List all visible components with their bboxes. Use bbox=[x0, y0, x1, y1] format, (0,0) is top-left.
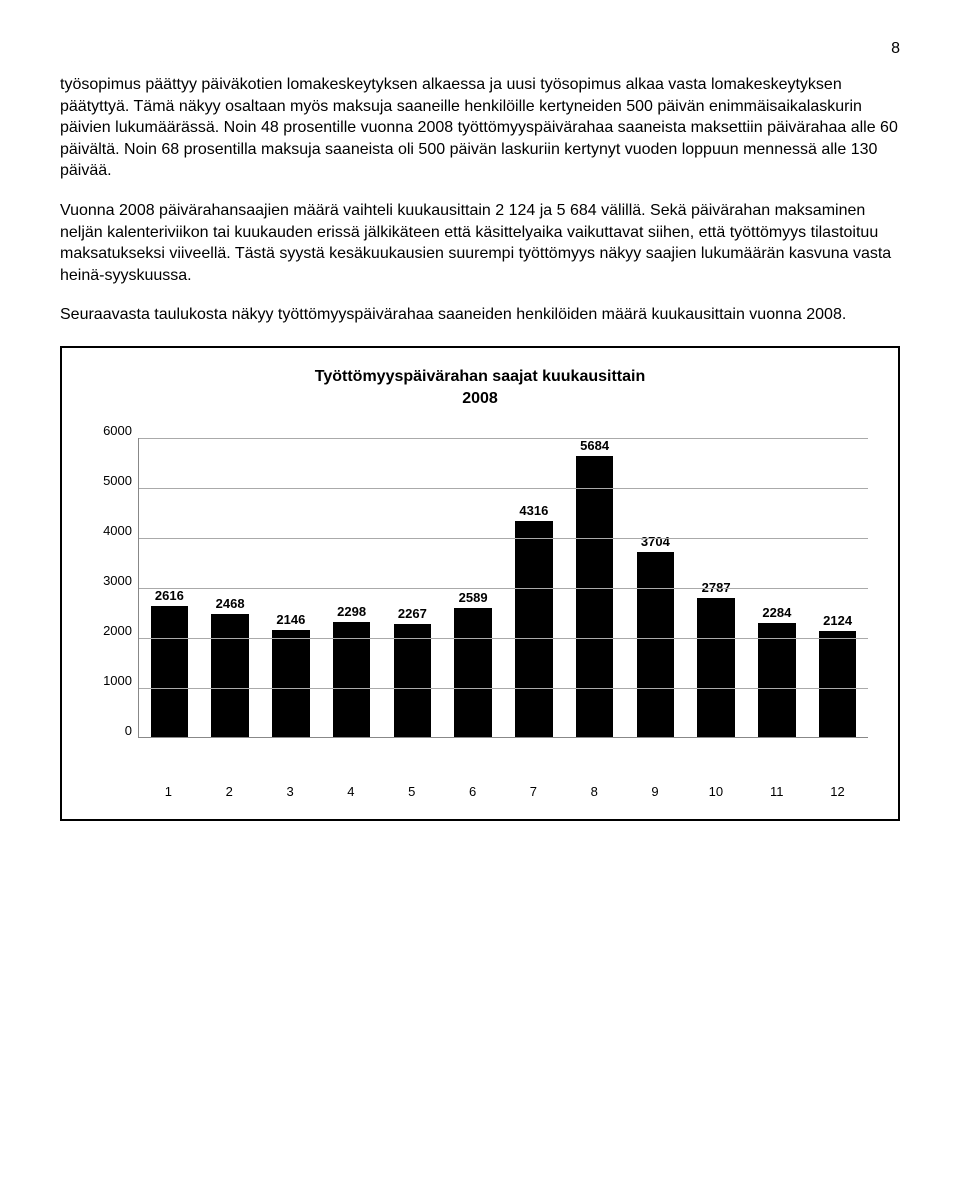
bar-rect bbox=[637, 552, 675, 737]
bar-rect bbox=[454, 608, 492, 737]
bar-rect bbox=[394, 624, 432, 737]
paragraph-2: Vuonna 2008 päivärahansaajien määrä vaih… bbox=[60, 200, 900, 286]
chart-title: Työttömyyspäivärahan saajat kuukausittai… bbox=[92, 368, 868, 386]
gridline bbox=[139, 438, 868, 439]
bar-value-label: 4316 bbox=[519, 503, 548, 518]
bar-rect bbox=[211, 614, 249, 737]
chart-grid: 2616246821462298226725894316568437042787… bbox=[138, 438, 868, 738]
gridline bbox=[139, 638, 868, 639]
bar-rect bbox=[333, 622, 371, 737]
bar-value-label: 2589 bbox=[459, 590, 488, 605]
x-tick-label: 5 bbox=[381, 784, 442, 799]
gridline bbox=[139, 488, 868, 489]
bar-rect bbox=[515, 521, 553, 737]
x-tick-label: 8 bbox=[564, 784, 625, 799]
chart-x-axis: 123456789101112 bbox=[138, 784, 868, 799]
paragraph-1: työsopimus päättyy päiväkotien lomakeske… bbox=[60, 74, 900, 182]
x-tick-label: 1 bbox=[138, 784, 199, 799]
x-tick-label: 12 bbox=[807, 784, 868, 799]
bar-value-label: 2267 bbox=[398, 606, 427, 621]
chart-subtitle: 2008 bbox=[92, 390, 868, 408]
bar-value-label: 2468 bbox=[216, 596, 245, 611]
gridline bbox=[139, 538, 868, 539]
bar-value-label: 2616 bbox=[155, 588, 184, 603]
bar-rect bbox=[819, 631, 857, 737]
chart-y-axis: 6000500040003000200010000 bbox=[92, 438, 138, 738]
bar-value-label: 3704 bbox=[641, 534, 670, 549]
x-tick-label: 7 bbox=[503, 784, 564, 799]
bar-value-label: 5684 bbox=[580, 438, 609, 453]
bar-value-label: 2146 bbox=[276, 612, 305, 627]
gridline bbox=[139, 688, 868, 689]
x-tick-label: 2 bbox=[199, 784, 260, 799]
x-tick-label: 6 bbox=[442, 784, 503, 799]
x-tick-label: 4 bbox=[320, 784, 381, 799]
x-tick-label: 9 bbox=[625, 784, 686, 799]
x-tick-label: 11 bbox=[746, 784, 807, 799]
bar-rect bbox=[697, 598, 735, 737]
x-tick-label: 10 bbox=[685, 784, 746, 799]
gridline bbox=[139, 588, 868, 589]
chart-plot-area: 6000500040003000200010000 2616 2468 2146 22… bbox=[92, 438, 868, 778]
bar-rect bbox=[151, 606, 189, 737]
paragraph-3: Seuraavasta taulukosta näkyy työttömyysp… bbox=[60, 304, 900, 326]
page-number: 8 bbox=[60, 40, 900, 58]
bar-rect bbox=[272, 630, 310, 737]
bar-rect bbox=[576, 456, 614, 737]
bar-rect bbox=[758, 623, 796, 737]
bar-value-label: 2284 bbox=[762, 605, 791, 620]
x-tick-label: 3 bbox=[260, 784, 321, 799]
bar-value-label: 2124 bbox=[823, 613, 852, 628]
bar-value-label: 2298 bbox=[337, 604, 366, 619]
chart-container: Työttömyyspäivärahan saajat kuukausittai… bbox=[60, 346, 900, 821]
